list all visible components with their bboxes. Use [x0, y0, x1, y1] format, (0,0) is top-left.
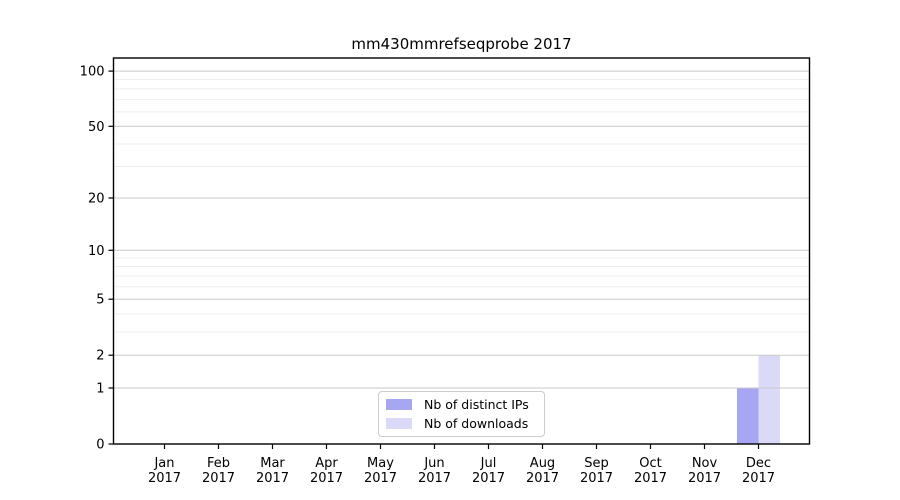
- x-tick-label-year: 2017: [634, 471, 667, 486]
- x-tick-label-month: Feb: [207, 456, 230, 471]
- x-tick-label-month: Oct: [639, 456, 661, 471]
- legend: Nb of distinct IPs Nb of downloads: [378, 391, 545, 437]
- y-tick-label: 5: [96, 293, 104, 308]
- bar-dec-series1: [758, 355, 780, 444]
- x-tick-label-year: 2017: [526, 471, 559, 486]
- legend-label-distinct-ips: Nb of distinct IPs: [424, 397, 529, 412]
- y-tick-label: 1: [96, 382, 104, 397]
- x-tick-label-year: 2017: [418, 471, 451, 486]
- x-tick-label-month: Mar: [260, 456, 285, 471]
- legend-item-distinct-ips: Nb of distinct IPs: [386, 397, 536, 412]
- chart-title: mm430mmrefseqprobe 2017: [351, 35, 572, 53]
- x-tick-label-month: May: [367, 456, 394, 471]
- y-tick-label: 100: [80, 65, 105, 80]
- x-tick-label-month: Jun: [423, 456, 444, 471]
- bar-dec-series0: [737, 388, 759, 444]
- legend-swatch-downloads-icon: [386, 418, 412, 429]
- y-tick-label: 50: [88, 120, 105, 135]
- y-tick-label: 20: [88, 192, 105, 207]
- x-tick-label-month: Nov: [692, 456, 718, 471]
- x-tick-label-month: Apr: [315, 456, 338, 471]
- x-tick-label-year: 2017: [256, 471, 289, 486]
- x-tick-label-month: Dec: [746, 456, 771, 471]
- axis-frame: [112, 57, 811, 445]
- x-tick-label-month: Jan: [153, 456, 174, 471]
- x-tick-label-year: 2017: [688, 471, 721, 486]
- x-tick-label-month: Aug: [530, 456, 555, 471]
- x-tick-label-year: 2017: [742, 471, 775, 486]
- x-tick-label-year: 2017: [364, 471, 397, 486]
- x-tick-label-month: Jul: [480, 456, 497, 471]
- x-axis: Jan2017Feb2017Mar2017Apr2017May2017Jun20…: [148, 444, 775, 486]
- y-tick-label: 2: [96, 349, 104, 364]
- y-tick-label: 10: [88, 244, 105, 259]
- legend-item-downloads: Nb of downloads: [386, 416, 536, 431]
- legend-label-downloads: Nb of downloads: [424, 416, 529, 431]
- x-tick-label-year: 2017: [148, 471, 181, 486]
- y-tick-label: 0: [96, 438, 104, 453]
- x-tick-label-year: 2017: [310, 471, 343, 486]
- x-tick-label-year: 2017: [580, 471, 613, 486]
- y-axis: 0 1 2 5 10 20 50 100: [80, 65, 114, 453]
- x-tick-label-month: Sep: [584, 456, 609, 471]
- x-tick-label-year: 2017: [202, 471, 235, 486]
- legend-swatch-distinct-ips-icon: [386, 399, 412, 410]
- minor-gridlines: [113, 79, 810, 333]
- major-gridlines: [113, 70, 810, 389]
- bars: [737, 355, 780, 444]
- x-tick-label-year: 2017: [472, 471, 505, 486]
